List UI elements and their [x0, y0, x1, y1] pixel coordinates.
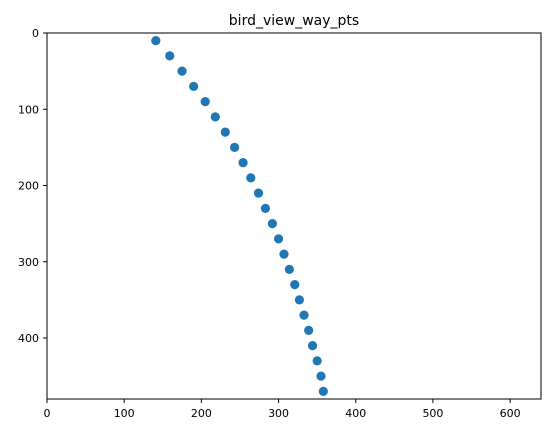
data-point	[316, 371, 326, 381]
data-point	[238, 158, 248, 168]
x-axis: 0 100 200 300 400 500 600	[44, 399, 521, 420]
data-point	[294, 295, 304, 305]
data-point	[304, 325, 314, 335]
data-point	[246, 173, 256, 183]
y-tick-label: 100	[18, 103, 39, 116]
data-point	[312, 356, 322, 366]
data-point	[267, 219, 277, 229]
data-point	[273, 234, 284, 244]
plot-frame	[46, 32, 542, 400]
data-points	[151, 36, 328, 396]
data-point	[229, 142, 240, 152]
data-point	[290, 280, 300, 290]
data-point	[307, 341, 318, 351]
y-axis: 0 100 200 300 400	[18, 27, 47, 345]
data-point	[253, 188, 264, 198]
x-tick-label: 300	[268, 407, 289, 420]
x-tick-label: 0	[44, 407, 51, 420]
data-point	[165, 51, 175, 61]
data-point	[177, 66, 187, 76]
data-point	[279, 249, 289, 259]
x-tick-label: 600	[500, 407, 521, 420]
data-point	[189, 81, 199, 91]
data-point	[220, 127, 230, 137]
chart-title: bird_view_way_pts	[229, 13, 359, 29]
x-tick-label: 100	[114, 407, 135, 420]
x-tick-label: 400	[345, 407, 366, 420]
data-point	[200, 97, 210, 107]
data-point	[318, 386, 328, 396]
data-point	[284, 264, 294, 274]
y-tick-label: 0	[32, 27, 39, 40]
x-tick-label: 500	[422, 407, 443, 420]
data-point	[260, 203, 271, 213]
data-point	[299, 310, 309, 320]
data-point	[151, 36, 161, 46]
y-tick-label: 400	[18, 332, 39, 345]
data-point	[210, 112, 220, 122]
y-tick-label: 200	[18, 180, 39, 193]
y-tick-label: 300	[18, 256, 39, 269]
x-tick-label: 200	[191, 407, 212, 420]
